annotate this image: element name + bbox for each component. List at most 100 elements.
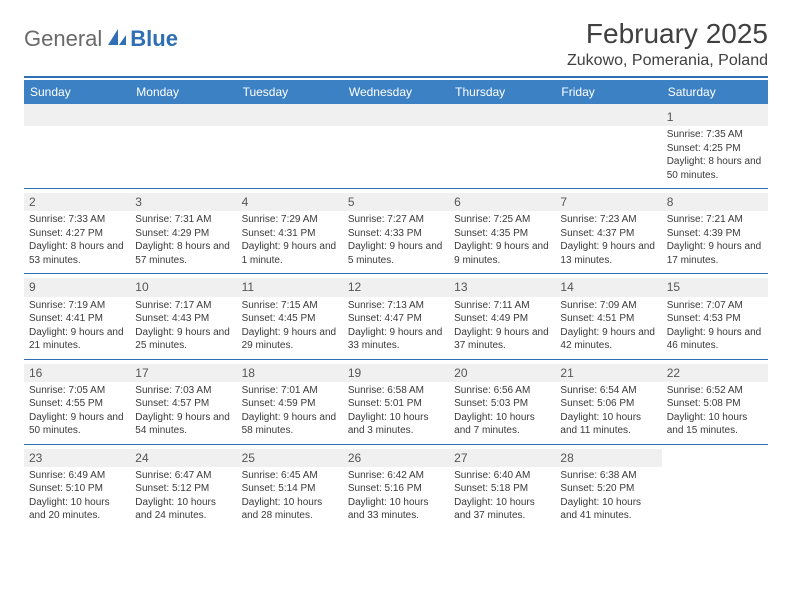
day-cell: 22Sunrise: 6:52 AMSunset: 5:08 PMDayligh… xyxy=(662,360,768,444)
sunset-line: Sunset: 4:31 PM xyxy=(242,227,338,241)
day-cell xyxy=(237,104,343,188)
day-cell xyxy=(130,104,236,188)
day-number: 18 xyxy=(237,364,343,382)
sunset-line: Sunset: 5:12 PM xyxy=(135,482,231,496)
day-cell: 23 Sunrise: 6:49 AMSunset: 5:10 PMDayligh… xyxy=(24,445,130,529)
sunrise-line: Sunrise: 6:54 AM xyxy=(560,384,656,398)
weekday-tuesday: Tuesday xyxy=(237,80,343,104)
daylight-line: Daylight: 9 hours and 21 minutes. xyxy=(29,326,125,353)
day-cell: 1Sunrise: 7:35 AMSunset: 4:25 PMDaylight… xyxy=(662,104,768,188)
daylight-line: Daylight: 9 hours and 58 minutes. xyxy=(242,411,338,438)
day-cell: 6Sunrise: 7:25 AMSunset: 4:35 PMDaylight… xyxy=(449,189,555,273)
empty-day xyxy=(24,108,130,126)
day-cell: 26Sunrise: 6:42 AMSunset: 5:16 PMDayligh… xyxy=(343,445,449,529)
day-number: 28 xyxy=(555,449,661,467)
sunset-line: Sunset: 5:10 PM xyxy=(29,482,125,496)
top-divider xyxy=(24,76,768,78)
day-number: 2 xyxy=(24,193,130,211)
day-cell: 4 Sunrise: 7:29 AMSunset: 4:31 PMDaylight… xyxy=(237,189,343,273)
sunset-line: Sunset: 4:43 PM xyxy=(135,312,231,326)
day-cell: 12Sunrise: 7:13 AMSunset: 4:47 PMDayligh… xyxy=(343,274,449,358)
sunrise-line: Sunrise: 7:17 AM xyxy=(135,299,231,313)
day-number: 24 xyxy=(130,449,236,467)
daylight-line: Daylight: 9 hours and 46 minutes. xyxy=(667,326,763,353)
day-cell: 2Sunrise: 7:33 AMSunset: 4:27 PMDaylight… xyxy=(24,189,130,273)
daylight-line: Daylight: 10 hours and 15 minutes. xyxy=(667,411,763,438)
daylight-line: Daylight: 9 hours and 17 minutes. xyxy=(667,240,763,267)
daylight-line: Daylight: 10 hours and 20 minutes. xyxy=(29,496,125,523)
sunrise-line: Sunrise: 7:25 AM xyxy=(454,213,550,227)
sunset-line: Sunset: 4:37 PM xyxy=(560,227,656,241)
sunrise-line: Sunrise: 6:52 AM xyxy=(667,384,763,398)
day-number: 5 xyxy=(343,193,449,211)
sunset-line: Sunset: 5:20 PM xyxy=(560,482,656,496)
day-number: 19 xyxy=(343,364,449,382)
daylight-line: Daylight: 9 hours and 1 minute. xyxy=(242,240,338,267)
sunset-line: Sunset: 4:47 PM xyxy=(348,312,444,326)
daylight-line: Daylight: 10 hours and 7 minutes. xyxy=(454,411,550,438)
weekday-monday: Monday xyxy=(130,80,236,104)
weekday-wednesday: Wednesday xyxy=(343,80,449,104)
calendar-grid: 1Sunrise: 7:35 AMSunset: 4:25 PMDaylight… xyxy=(24,104,768,529)
day-cell: 5 Sunrise: 7:27 AMSunset: 4:33 PMDaylight… xyxy=(343,189,449,273)
day-number: 6 xyxy=(449,193,555,211)
sunset-line: Sunset: 4:39 PM xyxy=(667,227,763,241)
logo-word1: General xyxy=(24,26,102,52)
day-cell: 20Sunrise: 6:56 AMSunset: 5:03 PMDayligh… xyxy=(449,360,555,444)
sunrise-line: Sunrise: 7:11 AM xyxy=(454,299,550,313)
daylight-line: Daylight: 9 hours and 9 minutes. xyxy=(454,240,550,267)
day-cell: 7Sunrise: 7:23 AMSunset: 4:37 PMDaylight… xyxy=(555,189,661,273)
day-cell xyxy=(449,104,555,188)
empty-day xyxy=(555,108,661,126)
daylight-line: Daylight: 10 hours and 33 minutes. xyxy=(348,496,444,523)
sunrise-line: Sunrise: 7:13 AM xyxy=(348,299,444,313)
empty-day xyxy=(130,108,236,126)
sunset-line: Sunset: 4:51 PM xyxy=(560,312,656,326)
sunrise-line: Sunrise: 7:15 AM xyxy=(242,299,338,313)
sunrise-line: Sunrise: 7:07 AM xyxy=(667,299,763,313)
sunrise-line: Sunrise: 7:21 AM xyxy=(667,213,763,227)
title-block: February 2025 Zukowo, Pomerania, Poland xyxy=(567,18,768,70)
weekday-friday: Friday xyxy=(555,80,661,104)
sunset-line: Sunset: 5:08 PM xyxy=(667,397,763,411)
daylight-line: Daylight: 10 hours and 11 minutes. xyxy=(560,411,656,438)
day-cell: 28Sunrise: 6:38 AMSunset: 5:20 PMDayligh… xyxy=(555,445,661,529)
sunset-line: Sunset: 5:06 PM xyxy=(560,397,656,411)
daylight-line: Daylight: 8 hours and 53 minutes. xyxy=(29,240,125,267)
day-cell: 18Sunrise: 7:01 AMSunset: 4:59 PMDayligh… xyxy=(237,360,343,444)
daylight-line: Daylight: 9 hours and 13 minutes. xyxy=(560,240,656,267)
day-cell xyxy=(555,104,661,188)
sunset-line: Sunset: 4:33 PM xyxy=(348,227,444,241)
day-cell: 25Sunrise: 6:45 AMSunset: 5:14 PMDayligh… xyxy=(237,445,343,529)
day-number: 23 xyxy=(24,449,130,467)
empty-day xyxy=(343,108,449,126)
sunrise-line: Sunrise: 6:47 AM xyxy=(135,469,231,483)
empty-day xyxy=(237,108,343,126)
daylight-line: Daylight: 9 hours and 5 minutes. xyxy=(348,240,444,267)
daylight-line: Daylight: 10 hours and 28 minutes. xyxy=(242,496,338,523)
day-number: 4 xyxy=(237,193,343,211)
sunrise-line: Sunrise: 7:01 AM xyxy=(242,384,338,398)
sunset-line: Sunset: 5:18 PM xyxy=(454,482,550,496)
daylight-line: Daylight: 8 hours and 50 minutes. xyxy=(667,155,763,182)
sunrise-line: Sunrise: 6:49 AM xyxy=(29,469,125,483)
weekday-sunday: Sunday xyxy=(24,80,130,104)
day-cell: 24Sunrise: 6:47 AMSunset: 5:12 PMDayligh… xyxy=(130,445,236,529)
sunset-line: Sunset: 4:49 PM xyxy=(454,312,550,326)
sunrise-line: Sunrise: 7:29 AM xyxy=(242,213,338,227)
daylight-line: Daylight: 9 hours and 37 minutes. xyxy=(454,326,550,353)
sunset-line: Sunset: 4:41 PM xyxy=(29,312,125,326)
day-number: 13 xyxy=(449,278,555,296)
day-cell: 15Sunrise: 7:07 AMSunset: 4:53 PMDayligh… xyxy=(662,274,768,358)
day-number: 20 xyxy=(449,364,555,382)
sunrise-line: Sunrise: 6:42 AM xyxy=(348,469,444,483)
sunset-line: Sunset: 4:53 PM xyxy=(667,312,763,326)
day-cell: 3Sunrise: 7:31 AMSunset: 4:29 PMDaylight… xyxy=(130,189,236,273)
day-cell: 13 Sunrise: 7:11 AMSunset: 4:49 PMDayligh… xyxy=(449,274,555,358)
day-number: 27 xyxy=(449,449,555,467)
daylight-line: Daylight: 10 hours and 37 minutes. xyxy=(454,496,550,523)
sunrise-line: Sunrise: 7:19 AM xyxy=(29,299,125,313)
sunrise-line: Sunrise: 7:27 AM xyxy=(348,213,444,227)
sunset-line: Sunset: 4:55 PM xyxy=(29,397,125,411)
day-cell: 19Sunrise: 6:58 AMSunset: 5:01 PMDayligh… xyxy=(343,360,449,444)
